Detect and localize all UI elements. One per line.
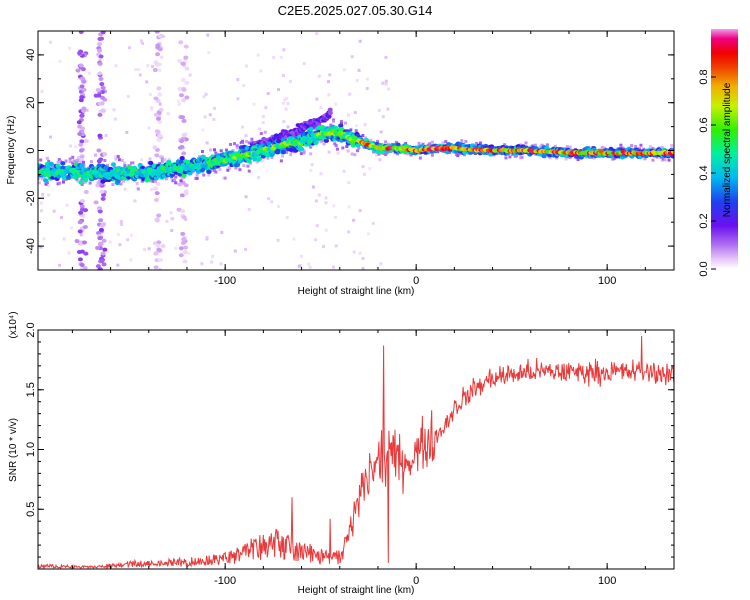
snr-ylabel: SNR (10 * v/v) [8,418,19,482]
colorbar-label: Normalized spectral amplitude [722,82,733,217]
colorbar-tick-label: 0.6 [698,117,710,132]
snr-ticks: -100 0 100 0.5 1.0 1.5 2.0 [25,322,674,587]
snr-xtick-label: -100 [214,575,236,587]
colorbar-tick-label: 0.4 [698,165,710,180]
snr-xtick-label: 100 [598,575,616,587]
spectrogram-ticks: -100 0 100 -40 -20 0 20 40 [25,30,674,287]
colorbar-ticks: 0.0 0.2 0.4 0.6 0.8 [698,69,716,277]
snr-ytick-label: 0.5 [25,502,37,517]
colorbar: 0.0 0.2 0.4 0.6 0.8 Normalized spectral ampl… [698,29,738,277]
snr-panel: -100 0 100 0.5 1.0 1.5 2.0 Height of straight … [8,311,675,596]
spectrogram-ytick-label: -20 [25,190,37,206]
spectrogram-ylabel: Frequency (Hz) [6,116,17,185]
spectrogram-ytick-label: 0 [25,147,37,153]
spectrogram-heat-layer [38,31,674,270]
spectrogram-ytick-label: 40 [25,49,37,61]
colorbar-gradient [711,29,738,269]
spectrogram-xtick-label: 0 [413,275,419,287]
spectrogram-ytick-label: 20 [25,97,37,109]
colorbar-tick-label: 0.0 [698,261,710,276]
snr-xlabel: Height of straight line (km) [298,585,415,596]
spectrogram-xtick-label: -100 [214,275,236,287]
snr-ytick-label: 1.5 [25,382,37,397]
snr-ytick-label: 1.0 [25,442,37,457]
spectrogram-ytick-label: -40 [25,238,37,254]
colorbar-tick-label: 0.8 [698,69,710,84]
spectrogram-panel: -100 0 100 -40 -20 0 20 40 Height of straight l… [6,30,675,297]
snr-y-multiplier: (x10⁴) [8,311,19,338]
spectrogram-xlabel: Height of straight line (km) [298,286,415,297]
snr-ytick-label: 2.0 [25,322,37,337]
spectrogram-xtick-label: 100 [598,275,616,287]
colorbar-tick-label: 0.2 [698,213,710,228]
snr-xtick-label: 0 [413,575,419,587]
snr-series-line [38,335,674,569]
chart-title: C2E5.2025.027.05.30.G14 [278,3,433,18]
